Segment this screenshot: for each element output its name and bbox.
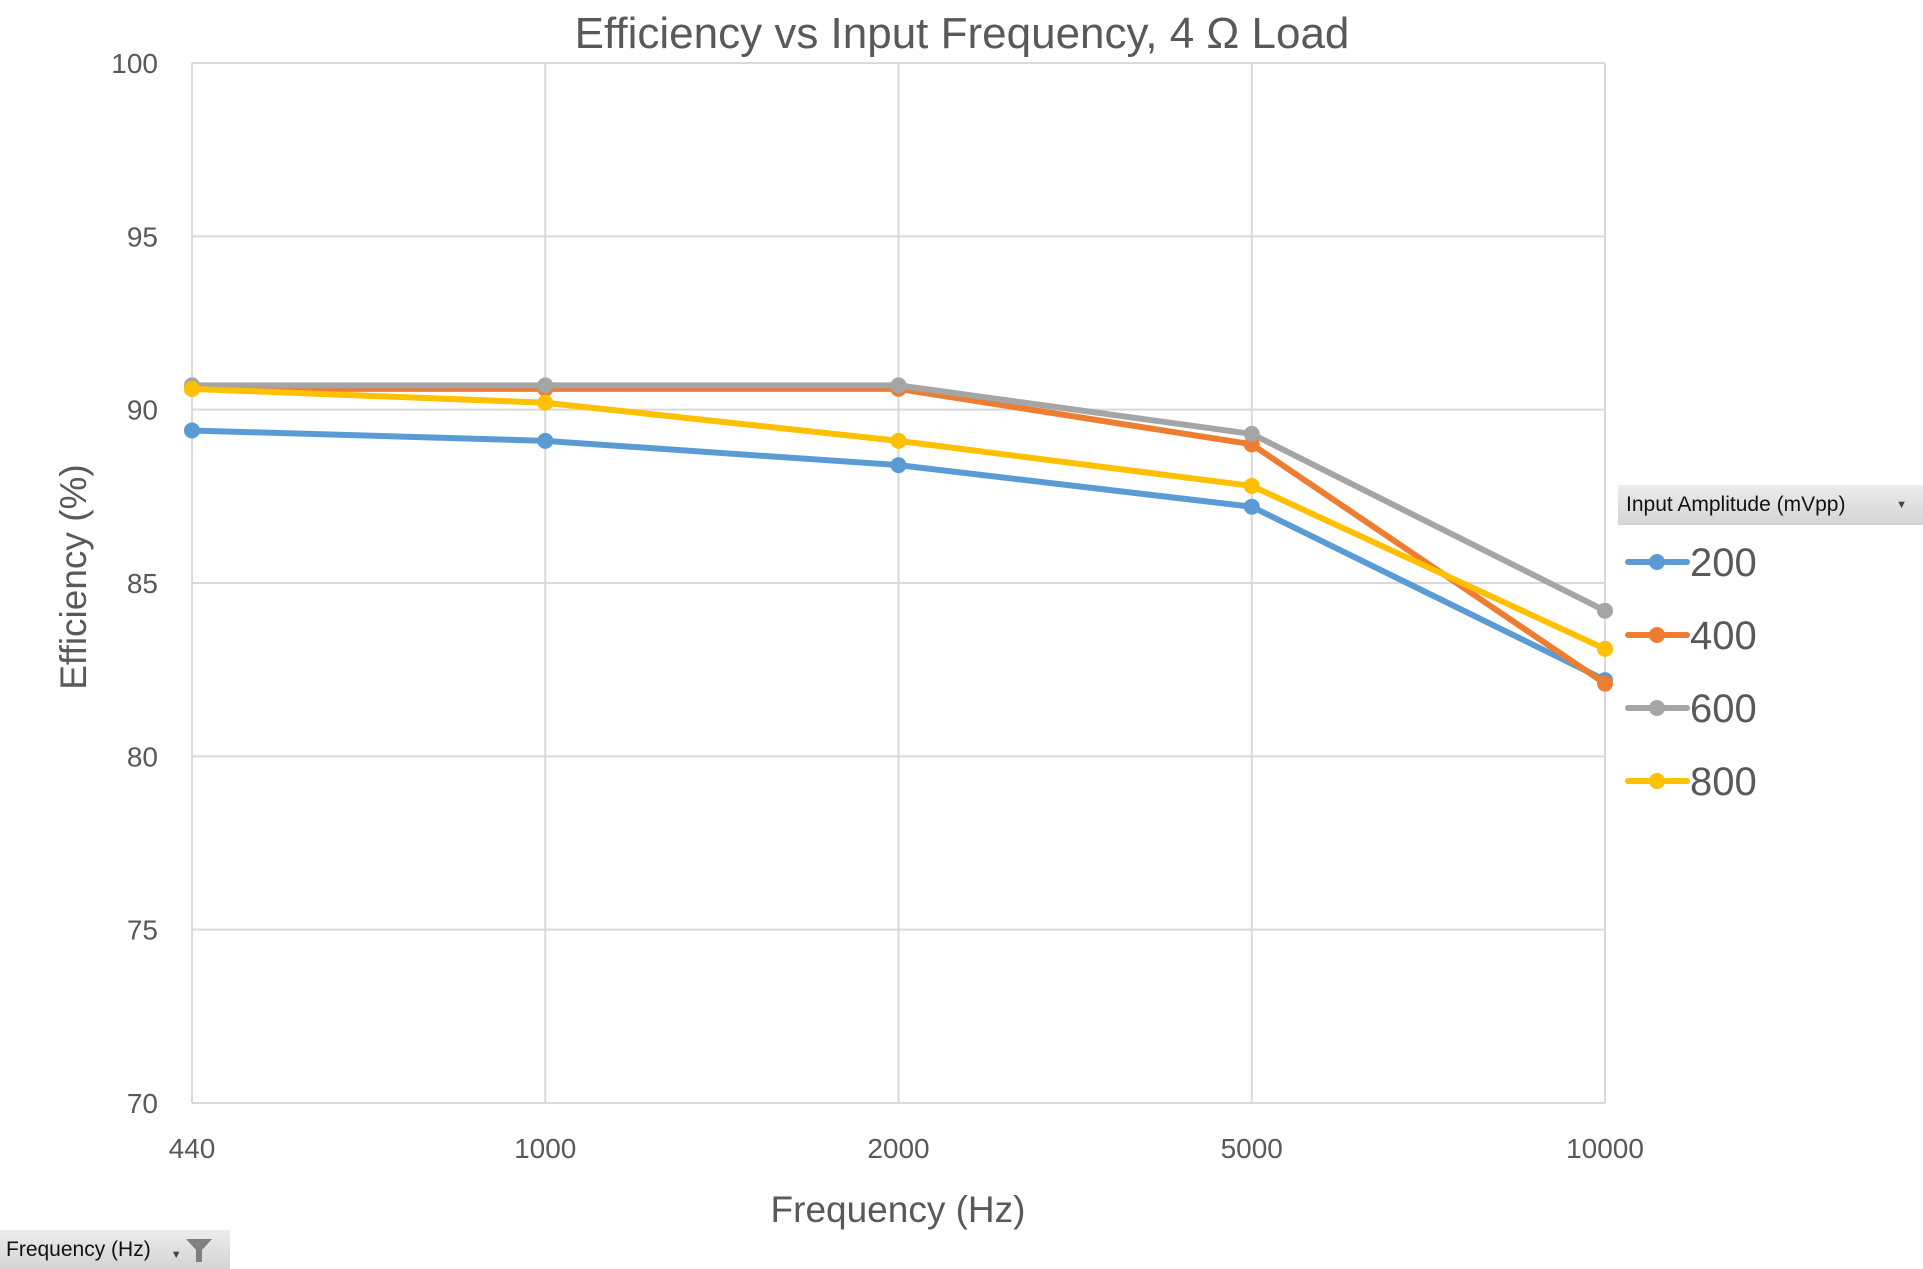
dropdown-arrow-icon[interactable]: ▼ (1896, 499, 1907, 511)
series-800 (184, 380, 1613, 657)
x-tick-label: 1000 (514, 1133, 576, 1164)
data-point (1597, 640, 1613, 657)
series-600 (184, 377, 1613, 619)
y-tick-label: 70 (127, 1088, 158, 1119)
x-axis-label: Frequency (Hz) (771, 1189, 1026, 1230)
legend-field-button[interactable]: Input Amplitude (mVpp) ▼ (1618, 485, 1923, 525)
axis-field-button[interactable]: Frequency (Hz) ▼ (0, 1230, 230, 1269)
data-point (1243, 425, 1260, 442)
x-tick-label: 10000 (1566, 1133, 1644, 1164)
y-tick-label: 95 (127, 221, 158, 252)
legend-label: 400 (1690, 614, 1757, 658)
legend-marker-icon (1649, 700, 1665, 716)
legend-label: 800 (1690, 760, 1757, 804)
data-point (1597, 675, 1613, 692)
legend-marker-icon (1649, 554, 1665, 570)
legend-item-200: 200 (1625, 541, 1757, 585)
data-point (890, 432, 907, 449)
y-tick-label: 75 (127, 915, 158, 946)
series-200 (184, 422, 1613, 689)
legend-marker-icon (1649, 627, 1665, 643)
legend-item-400: 400 (1625, 614, 1757, 658)
legend: 200 400 600 800 (1625, 541, 1757, 804)
y-tick-label: 90 (127, 395, 158, 426)
axis-field-label: Frequency (Hz) (6, 1237, 151, 1261)
data-point (890, 457, 907, 474)
data-point (890, 377, 907, 394)
y-axis-label: Efficiency (%) (53, 464, 94, 690)
x-tick-label: 440 (169, 1133, 216, 1164)
x-tick-label: 2000 (867, 1133, 929, 1164)
data-point (537, 394, 554, 411)
legend-label: 200 (1690, 541, 1757, 585)
y-tick-labels: 70 75 80 85 90 95 100 (111, 48, 158, 1119)
gridlines (191, 62, 1606, 1104)
legend-item-800: 800 (1625, 760, 1757, 804)
legend-marker-icon (1649, 773, 1665, 789)
x-tick-labels: 440 1000 2000 5000 10000 (169, 1133, 1644, 1164)
y-tick-label: 85 (127, 568, 158, 599)
data-point (537, 432, 554, 449)
dropdown-arrow-icon[interactable]: ▼ (170, 1248, 182, 1261)
filter-icon[interactable] (184, 1236, 214, 1264)
data-point (184, 422, 200, 439)
series-group (184, 377, 1613, 692)
data-point (1597, 602, 1613, 619)
data-point (1243, 498, 1260, 515)
data-point (537, 377, 554, 394)
chart-title: Efficiency vs Input Frequency, 4 Ω Load (575, 9, 1350, 58)
y-tick-label: 80 (127, 741, 158, 772)
x-tick-label: 5000 (1221, 1133, 1283, 1164)
y-tick-label: 100 (111, 48, 158, 79)
legend-item-600: 600 (1625, 687, 1757, 731)
data-point (1243, 477, 1260, 494)
legend-field-label: Input Amplitude (mVpp) (1626, 493, 1846, 516)
legend-label: 600 (1690, 687, 1757, 731)
data-point (184, 380, 200, 397)
